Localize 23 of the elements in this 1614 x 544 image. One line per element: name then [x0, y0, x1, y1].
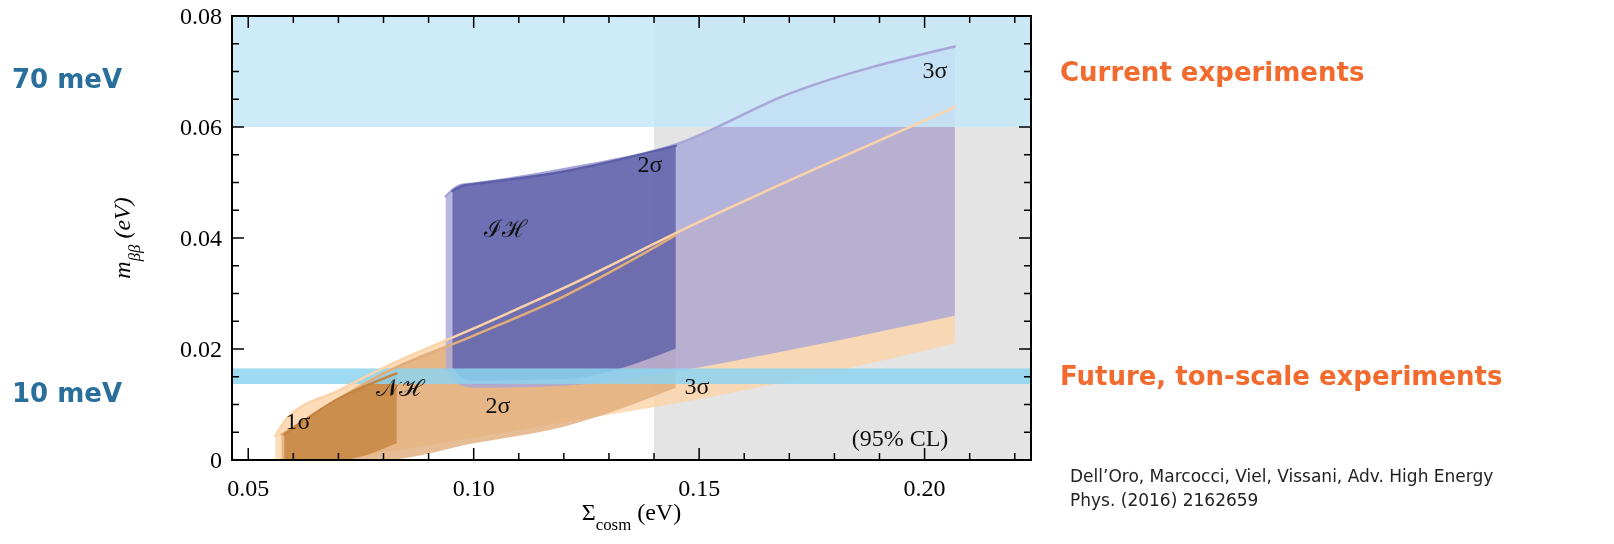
annotation: 3σ	[684, 373, 710, 399]
y-tick-label: 0.02	[180, 336, 222, 362]
y-tick-label: 0.04	[180, 225, 222, 251]
text: Dell’Oro, Marcocci, Viel, Vissani, Adv. High Energy Phys. (2016) 2162659	[1070, 466, 1494, 510]
annotation: 2σ	[485, 392, 511, 418]
y-tick-label: 0.08	[180, 3, 222, 29]
text: 10 meV	[12, 378, 123, 408]
annotation: (95% CL)	[851, 425, 949, 451]
text: 70 meV	[12, 64, 123, 94]
annotation: 2σ	[637, 151, 663, 177]
annotation: 1σ	[285, 408, 311, 434]
annotation: ℐℋ	[482, 216, 528, 242]
annotation: 3σ	[922, 57, 948, 83]
annotation: 𝒩ℋ	[375, 375, 426, 401]
x-tick-label: 0.10	[452, 475, 495, 501]
band-label: Current experiments	[1060, 56, 1365, 87]
x-axis-title: Σ$_{cosm}$ (eV)	[581, 499, 682, 534]
y-tick-label: 0.06	[180, 114, 222, 140]
x-tick-label: 0.20	[903, 475, 946, 501]
x-tick-label: 0.05	[227, 475, 270, 501]
y-tick-label: 0	[210, 447, 222, 473]
band-label: Future, ton-scale experiments	[1060, 361, 1503, 392]
x-tick-label: 0.15	[678, 475, 721, 501]
